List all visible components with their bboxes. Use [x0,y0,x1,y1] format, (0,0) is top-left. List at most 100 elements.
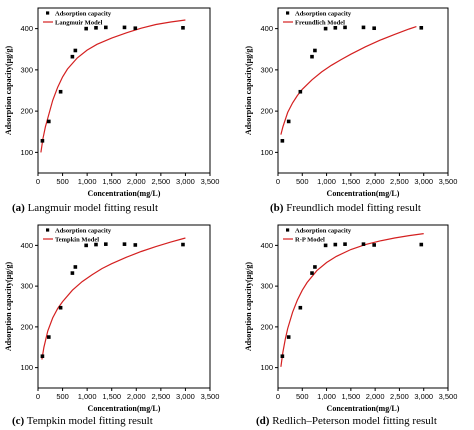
x-tick-label: 500 [56,392,69,401]
legend-marker-points [46,11,50,15]
data-point [298,305,303,310]
caption-text: Freundlich model fitting result [283,202,420,214]
x-tick-label: 1,000 [78,177,97,186]
legend-label-points: Adsorption capacity [295,227,352,234]
data-point [40,139,45,143]
panel-caption: (a) Langmuir model fitting result [12,202,158,214]
x-axis-label: Concentration(mg/L) [88,189,161,198]
x-tick-label: 2,000 [127,392,146,401]
y-axis-label: Adsorption capacity(μg/g) [4,46,13,136]
plot-frame [277,224,449,389]
data-point [333,242,338,247]
chart-panel-1: 0 500 1,000 1,500 2,000 2,500 3,000 3,500 100 200… [4,7,220,214]
data-point [40,354,45,359]
data-point [47,119,51,124]
data-point [313,265,317,269]
panel-caption: (c) Tempkin model fitting result [12,415,153,427]
x-tick-label: 2,500 [390,177,409,186]
x-axis-label: Concentration(mg/L) [88,404,161,413]
y-tick-label: 200 [260,322,273,331]
y-tick-label: 300 [260,65,273,74]
y-axis-label: Adsorption capacity(μg/g) [4,262,13,352]
plot-frame [37,224,211,389]
fit-curve [41,237,186,360]
data-point [361,25,366,30]
legend-label-model: Langmuir Model [55,19,103,26]
y-tick-label: 200 [260,107,273,116]
legend-label-model: R-P Model [295,236,325,243]
legend-marker-points [286,228,290,232]
x-tick-label: 2,500 [151,392,170,401]
data-point [47,335,51,339]
chart-panel-2: 0 500 1,000 1,500 2,000 2,500 3,000 3,500 100 200… [244,7,458,214]
data-point [333,26,338,30]
data-point [372,26,376,31]
data-point [323,243,328,248]
caption-letter: (c) [12,415,25,427]
x-tick-label: 3,500 [201,177,220,186]
y-tick-label: 400 [260,241,273,250]
data-point [280,139,285,143]
data-point [372,243,376,247]
chart-panel-4: 0 500 1,000 1,500 2,000 2,500 3,000 3,500 100 200… [244,224,458,427]
x-tick-label: 0 [276,177,280,186]
data-point [419,26,424,30]
fit-curve [280,233,424,367]
caption-text: Langmuir model fitting result [25,202,158,214]
x-tick-label: 500 [296,392,309,401]
data-point [58,89,63,94]
x-axis-label: Concentration(mg/L) [327,189,400,198]
data-point [84,26,88,31]
legend-label-points: Adsorption capacity [55,227,112,234]
x-tick-label: 1,500 [102,177,121,186]
x-tick-label: 1,000 [317,177,336,186]
y-tick-label: 200 [20,322,33,331]
x-tick-label: 0 [36,392,40,401]
y-axis-label: Adsorption capacity(μg/g) [244,262,253,352]
caption-letter: (b) [270,202,284,214]
x-tick-label: 2,000 [127,177,146,186]
caption-text: Redlich–Peterson model fitting result [269,415,436,427]
data-point [70,54,75,59]
legend-marker-points [286,11,290,15]
data-point [310,54,314,59]
data-point [73,265,78,269]
x-tick-label: 3,500 [439,177,458,186]
y-tick-label: 100 [260,148,273,157]
data-point [181,242,185,247]
data-point [73,48,78,53]
data-point [94,26,98,30]
x-tick-label: 3,500 [439,392,458,401]
data-point [104,25,108,30]
x-tick-label: 1,500 [341,392,360,401]
y-tick-label: 200 [20,107,33,116]
x-tick-label: 2,000 [366,177,385,186]
y-tick-label: 300 [20,282,33,291]
data-point [419,242,424,247]
y-tick-label: 300 [20,65,33,74]
x-axis-label: Concentration(mg/L) [327,404,400,413]
data-point [104,242,108,246]
data-point [84,243,88,248]
panel-caption: (d) Redlich–Peterson model fitting resul… [256,415,437,427]
legend-label-points: Adsorption capacity [55,10,112,17]
data-point [310,271,314,275]
data-point [313,48,317,53]
data-point [70,271,75,275]
data-point [343,242,347,246]
data-point [280,354,285,359]
y-axis-label: Adsorption capacity(μg/g) [244,46,253,136]
x-tick-label: 1,500 [102,392,121,401]
caption-text: Tempkin model fitting result [24,415,153,427]
caption-letter: (d) [256,415,270,427]
data-point [298,89,303,94]
data-point [323,26,328,31]
data-point [122,25,127,30]
y-tick-label: 100 [20,363,33,372]
legend-label-points: Adsorption capacity [295,10,352,17]
data-point [122,242,127,246]
data-point [133,243,138,247]
chart-panel-3: 0 500 1,000 1,500 2,000 2,500 3,000 3,500 100 200… [4,224,219,427]
data-point [286,119,291,124]
